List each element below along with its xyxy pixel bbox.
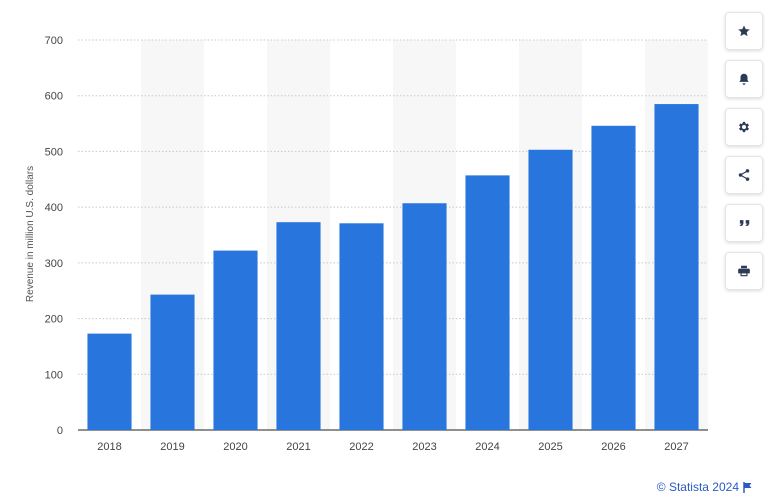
x-tick-label: 2021 [286, 441, 310, 453]
statista-credit[interactable]: © Statista 2024 [657, 480, 753, 494]
y-tick-label: 100 [45, 369, 63, 381]
bell-icon [739, 73, 749, 85]
share-icon [738, 169, 750, 181]
x-tick-label: 2020 [223, 441, 247, 453]
x-axis-ticks: 2018 2019 2020 2021 2022 2023 2024 2025 2026 2027 [97, 441, 688, 453]
gear-icon [739, 121, 749, 133]
y-tick-label: 700 [45, 35, 63, 47]
print-icon [738, 265, 750, 277]
side-toolbar [725, 12, 763, 300]
y-tick-label: 600 [45, 91, 63, 103]
x-tick-label: 2023 [412, 441, 436, 453]
settings-button[interactable] [725, 108, 763, 146]
bar[interactable] [402, 203, 447, 430]
credit-text: © Statista 2024 [656, 480, 739, 494]
x-tick-label: 2018 [97, 441, 121, 453]
bar[interactable] [276, 222, 321, 430]
favorite-button[interactable] [725, 12, 763, 50]
bar[interactable] [654, 104, 699, 431]
quote-icon [739, 220, 750, 226]
bar[interactable] [339, 223, 384, 430]
y-tick-label: 0 [57, 425, 63, 437]
cite-button[interactable] [725, 204, 763, 242]
star-icon [738, 25, 750, 37]
print-button[interactable] [725, 252, 763, 290]
notification-button[interactable] [725, 60, 763, 98]
flag-icon [743, 481, 752, 493]
x-tick-label: 2022 [349, 441, 373, 453]
x-tick-label: 2025 [538, 441, 562, 453]
y-tick-label: 300 [45, 258, 63, 270]
y-tick-label: 200 [45, 314, 63, 326]
y-axis-ticks: 0 100 200 300 400 500 600 700 [45, 35, 63, 437]
bar[interactable] [150, 294, 195, 430]
bar[interactable] [528, 149, 573, 430]
bar[interactable] [591, 125, 636, 431]
y-tick-label: 500 [45, 146, 63, 158]
bar[interactable] [87, 333, 132, 430]
y-axis-label: Revenue in million U.S. dollars [25, 166, 36, 302]
x-tick-label: 2026 [601, 441, 625, 453]
x-tick-label: 2019 [160, 441, 184, 453]
share-button[interactable] [725, 156, 763, 194]
x-tick-label: 2024 [475, 441, 499, 453]
bar[interactable] [213, 250, 258, 430]
x-tick-label: 2027 [664, 441, 688, 453]
bars [87, 104, 699, 431]
bar[interactable] [465, 175, 510, 430]
y-tick-label: 400 [45, 202, 63, 214]
